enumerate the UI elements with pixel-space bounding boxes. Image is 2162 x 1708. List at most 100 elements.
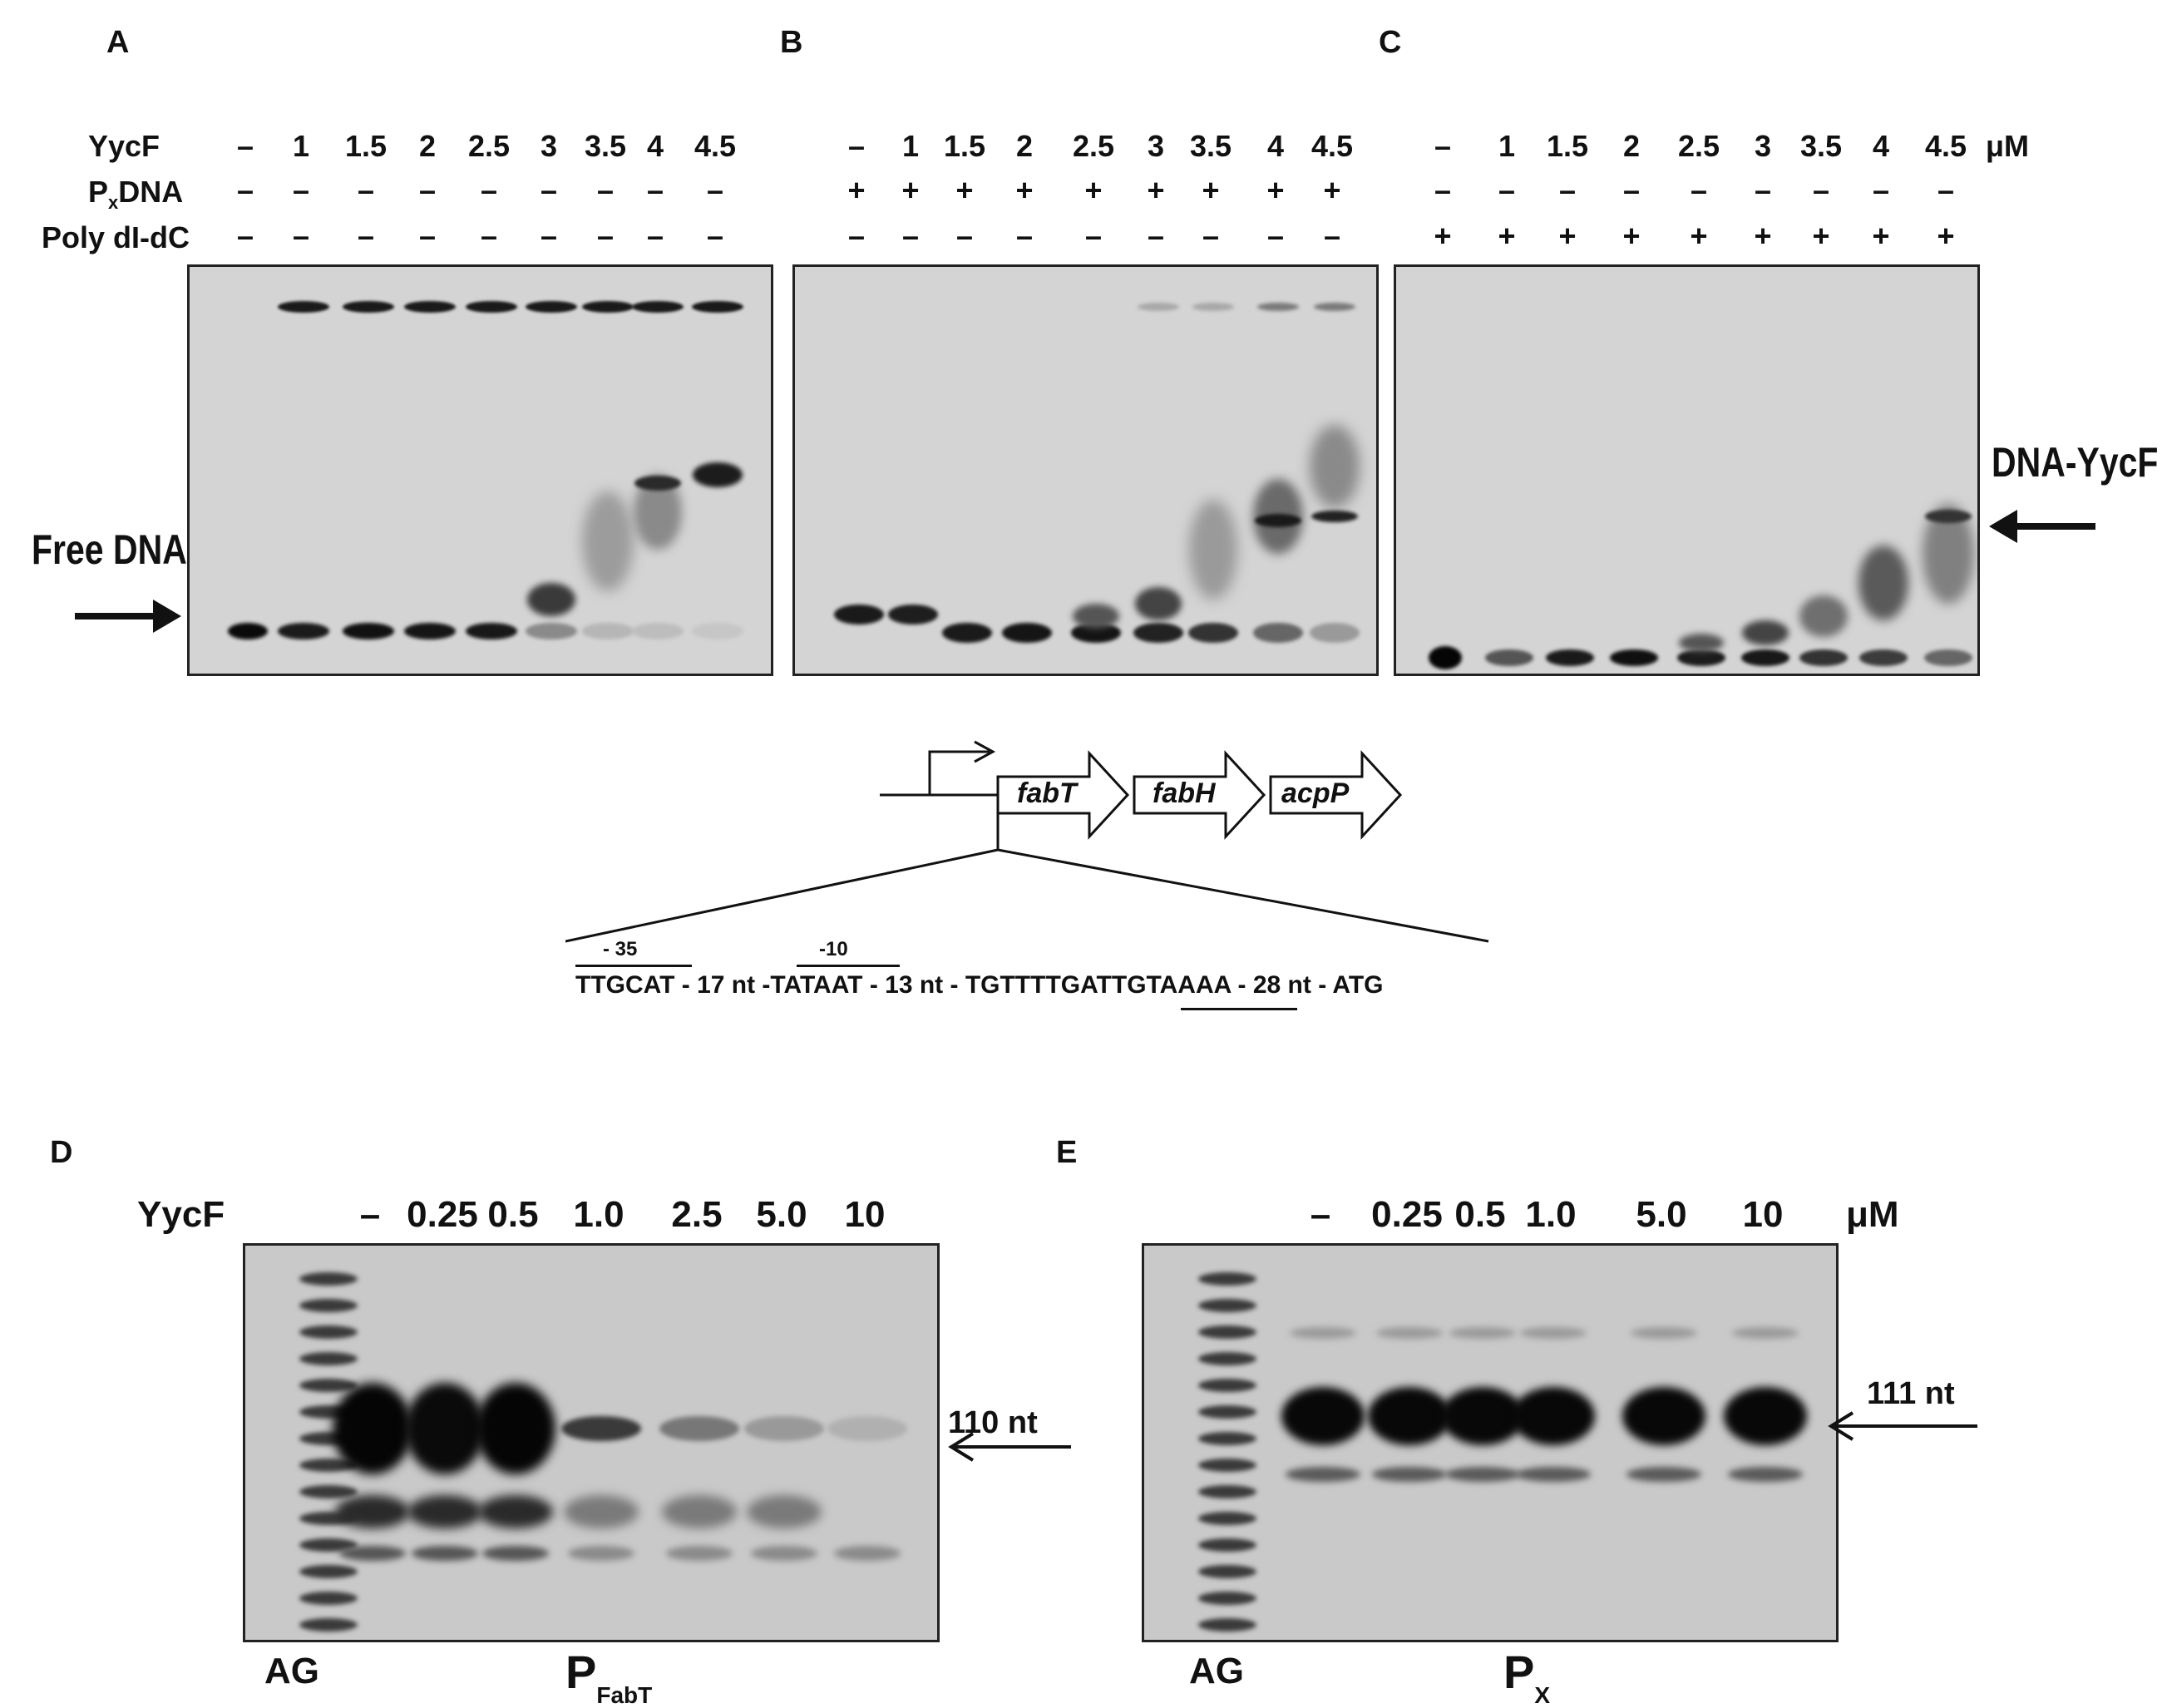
product-band [1622, 1387, 1705, 1445]
well-band [404, 301, 456, 313]
secondary-band [662, 1495, 737, 1528]
ladder-band [299, 1352, 358, 1365]
ladder-band [299, 1538, 358, 1552]
secondary-band [1286, 1467, 1360, 1482]
panelC-conc-6: 3.5 [1799, 129, 1843, 163]
panelB-px-2: + [955, 173, 974, 207]
panelA-poly-0: – [236, 219, 254, 253]
free-dna-band [404, 623, 456, 639]
minus35-label: - 35 [603, 938, 638, 960]
panelD-conc-1: 0.25 [407, 1194, 478, 1235]
free-dna-band [228, 623, 268, 639]
free-dna-band [343, 623, 394, 639]
panel-label-a: A [106, 25, 130, 60]
panelE-conc-4: 5.0 [1636, 1194, 1687, 1235]
panelB-px-6: + [1202, 173, 1220, 207]
panelC-conc-5: 3 [1754, 129, 1772, 163]
panelA-px-7: – [646, 173, 664, 207]
free-dna-band [1133, 623, 1183, 643]
shift-band [1135, 587, 1182, 620]
well-band [343, 301, 394, 313]
panelA-conc-5: 3 [540, 129, 558, 163]
ladder-band [1198, 1459, 1256, 1472]
panelA-conc-2: 1.5 [344, 129, 387, 163]
complex-band [1925, 510, 1972, 523]
panelC-poly-7: + [1872, 219, 1890, 253]
lower-band [339, 1546, 406, 1561]
upper-band [1520, 1327, 1587, 1339]
tss-arrow [928, 750, 990, 795]
panelD-conc-5: 5.0 [756, 1194, 807, 1235]
minus10-overline [797, 965, 900, 967]
panel-d-product-arrow [948, 1432, 1071, 1462]
lower-band [834, 1546, 901, 1561]
px-sub: x [108, 192, 119, 214]
panelA-poly-7: – [646, 219, 664, 253]
panelB-conc-3: 2 [1015, 129, 1034, 163]
panelB-poly-7: – [1266, 219, 1285, 253]
panelC-px-5: – [1754, 173, 1772, 207]
ladder-band [299, 1459, 358, 1472]
product-band [1724, 1387, 1807, 1445]
lower-band [568, 1546, 634, 1561]
dna-yycf-arrow [1989, 510, 2095, 543]
panelA-px-6: – [596, 173, 615, 207]
panelD-conc-0: – [359, 1194, 381, 1235]
ladder-band [299, 1272, 358, 1286]
panelE-unit: μM [1846, 1194, 1899, 1235]
panelA-conc-6: 3.5 [584, 129, 627, 163]
ladder-band [299, 1592, 358, 1605]
panelB-conc-7: 4 [1266, 129, 1285, 163]
secondary-band [1372, 1467, 1447, 1482]
panelB-px-5: + [1147, 173, 1165, 207]
ladder-band [1198, 1352, 1256, 1365]
ladder-band [299, 1618, 358, 1631]
upper-band [1376, 1327, 1443, 1339]
panelA-poly-6: – [596, 219, 615, 253]
panelB-px-3: + [1015, 173, 1034, 207]
panelC-conc-0: – [1434, 129, 1452, 163]
panelC-conc-7: 4 [1872, 129, 1890, 163]
shift-smear [1310, 425, 1360, 508]
complex-band [693, 462, 743, 487]
product-band [405, 1383, 485, 1474]
gene-arrow-acpp [1269, 750, 1403, 840]
lower-band [666, 1546, 733, 1561]
panel-e-product-arrow [1828, 1411, 1977, 1441]
free-dna-band [834, 605, 884, 624]
panelA-poly-2: – [357, 219, 375, 253]
secondary-band [1445, 1467, 1520, 1482]
ladder-band [299, 1485, 358, 1498]
panelE-conc-0: – [1310, 1194, 1331, 1235]
panelB-conc-0: – [847, 129, 866, 163]
panelE-conc-2: 0.5 [1454, 1194, 1506, 1235]
gel-panel-a [187, 264, 773, 676]
secondary-band [335, 1495, 410, 1528]
free-dna-band [1924, 649, 1972, 666]
lower-band [751, 1546, 817, 1561]
gene-label-fabt: fabT [1017, 777, 1077, 809]
ladder-band [299, 1325, 358, 1339]
panelB-poly-1: – [901, 219, 920, 253]
panelB-poly-5: – [1147, 219, 1165, 253]
panelA-px-1: – [292, 173, 310, 207]
panelA-conc-1: 1 [292, 129, 310, 163]
panelB-px-1: + [901, 173, 920, 207]
product-band [744, 1416, 824, 1441]
panelA-conc-8: 4.5 [694, 129, 737, 163]
panelB-conc-5: 3 [1147, 129, 1165, 163]
row-label-px-dna: PxDNA [88, 175, 183, 214]
secondary-band [407, 1495, 482, 1528]
well-band [582, 301, 634, 313]
panelC-px-4: – [1690, 173, 1708, 207]
panelA-poly-5: – [540, 219, 558, 253]
panelA-px-2: – [357, 173, 375, 207]
panelB-poly-2: – [955, 219, 974, 253]
free-dna-band [1546, 649, 1594, 666]
zoom-line-left [565, 848, 999, 943]
panelA-px-0: – [236, 173, 254, 207]
gene-label-fabh: fabH [1153, 777, 1216, 809]
panelC-px-1: – [1498, 173, 1516, 207]
panelB-px-7: + [1266, 173, 1285, 207]
free-dna-band [632, 623, 684, 639]
